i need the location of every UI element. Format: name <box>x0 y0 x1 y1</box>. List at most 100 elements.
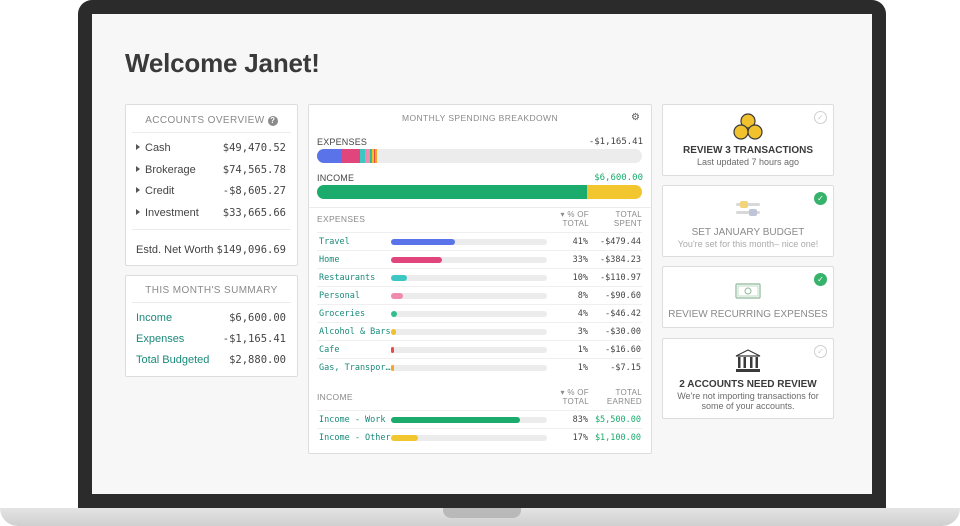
category-name[interactable]: Gas, Transpor… <box>319 363 391 373</box>
total-spent-column-header[interactable]: TOTAL SPENT <box>613 210 642 228</box>
divider <box>132 229 291 230</box>
category-bar-fill <box>391 329 396 335</box>
category-amount: -$384.23 <box>600 255 641 265</box>
accounts-overview-header: ACCOUNTS OVERVIEW ? <box>132 105 291 133</box>
category-name[interactable]: Alcohol & Bars <box>319 327 391 337</box>
expense-segment <box>365 149 370 163</box>
task-review-recurring[interactable]: ✓ REVIEW RECURRING EXPENSES <box>662 266 834 328</box>
category-percent: 3% <box>577 327 588 337</box>
expand-arrow-icon <box>136 209 140 215</box>
breakdown-row[interactable]: Alcohol & Bars 3% -$30.00 <box>317 322 642 340</box>
category-percent: 17% <box>572 433 588 443</box>
category-amount: -$30.00 <box>605 327 641 337</box>
task-title: REVIEW RECURRING EXPENSES <box>668 309 828 320</box>
category-name[interactable]: Home <box>319 255 340 265</box>
income-bar-amount: $6,600.00 <box>594 173 643 183</box>
breakdown-row[interactable]: Groceries 4% -$46.42 <box>317 304 642 322</box>
category-bar-track <box>391 257 547 263</box>
expenses-stacked-bar <box>317 149 642 163</box>
task-accounts-review[interactable]: ✓ 2 ACCOUNTS NEED REVIEW We're not impor… <box>662 338 834 419</box>
category-name[interactable]: Restaurants <box>319 273 376 283</box>
pct-column-header[interactable]: ▾ % OF TOTAL <box>560 210 589 228</box>
task-check-icon[interactable]: ✓ <box>814 111 827 124</box>
task-check-icon[interactable]: ✓ <box>814 345 827 358</box>
expand-arrow-icon <box>136 166 140 172</box>
category-name[interactable]: Income - Other <box>319 433 391 443</box>
category-percent: 10% <box>572 273 588 283</box>
category-amount: -$479.44 <box>600 237 641 247</box>
summary-title: THIS MONTH'S SUMMARY <box>132 276 291 303</box>
account-row-brokerage[interactable]: Brokerage $74,565.78 <box>136 164 286 178</box>
category-name[interactable]: Income - Work <box>319 415 386 425</box>
income-section-title: INCOME <box>317 392 353 402</box>
category-name[interactable]: Travel <box>319 237 350 247</box>
task-check-icon[interactable]: ✓ <box>814 273 827 286</box>
expense-segment <box>373 149 376 163</box>
task-title: 2 ACCOUNTS NEED REVIEW <box>679 379 817 390</box>
category-bar-fill <box>391 417 521 423</box>
category-percent: 41% <box>572 237 588 247</box>
category-percent: 8% <box>577 291 588 301</box>
task-check-icon[interactable]: ✓ <box>814 192 827 205</box>
account-row-credit[interactable]: Credit -$8,605.27 <box>136 185 286 199</box>
account-row-investment[interactable]: Investment $33,665.66 <box>136 207 286 221</box>
breakdown-row[interactable]: Income - Work 83% $5,500.00 <box>317 410 642 428</box>
breakdown-title: MONTHLY SPENDING BREAKDOWN <box>401 113 559 123</box>
category-amount: -$90.60 <box>605 291 641 301</box>
expense-segment <box>359 149 366 163</box>
category-percent: 1% <box>577 345 588 355</box>
category-bar-fill <box>391 275 407 281</box>
breakdown-row[interactable]: Cafe 1% -$16.60 <box>317 340 642 358</box>
pct-column-header[interactable]: ▾ % OF TOTAL <box>560 388 589 406</box>
category-name[interactable]: Cafe <box>319 345 340 355</box>
breakdown-row[interactable]: Restaurants 10% -$110.97 <box>317 268 642 286</box>
account-value: $74,565.78 <box>222 164 286 176</box>
category-bar-fill <box>391 435 418 441</box>
task-review-transactions[interactable]: ✓ REVIEW 3 TRANSACTIONS Last updated 7 h… <box>662 104 834 176</box>
summary-row-expenses[interactable]: Expenses -$1,165.41 <box>136 333 286 345</box>
breakdown-row[interactable]: Personal 8% -$90.60 <box>317 286 642 304</box>
category-bar-track <box>391 435 547 441</box>
summary-value: $6,600.00 <box>229 312 286 324</box>
account-value: $33,665.66 <box>222 207 286 219</box>
breakdown-row[interactable]: Gas, Transpor… 1% -$7.15 <box>317 358 642 376</box>
category-bar-track <box>391 311 547 317</box>
category-name[interactable]: Groceries <box>319 309 366 319</box>
banknote-icon <box>735 283 761 299</box>
task-subtitle: Last updated 7 hours ago <box>696 157 800 167</box>
expenses-section-title: EXPENSES <box>317 214 366 224</box>
breakdown-row[interactable]: Income - Other 17% $1,100.00 <box>317 428 642 446</box>
breakdown-row[interactable]: Home 33% -$384.23 <box>317 250 642 268</box>
category-bar-track <box>391 239 547 245</box>
category-percent: 1% <box>577 363 588 373</box>
summary-row-budgeted[interactable]: Total Budgeted $2,880.00 <box>136 354 286 366</box>
expense-segment <box>372 149 374 163</box>
expense-segment <box>340 149 360 163</box>
help-icon[interactable]: ? <box>267 116 278 126</box>
account-value: $49,470.52 <box>222 142 286 154</box>
account-label: Credit <box>145 185 175 197</box>
category-bar-fill <box>391 239 455 245</box>
account-label: Cash <box>145 142 171 154</box>
category-bar-track <box>391 417 547 423</box>
category-bar-track <box>391 293 547 299</box>
category-amount: $5,500.00 <box>594 415 641 425</box>
expand-arrow-icon <box>136 144 140 150</box>
gear-icon[interactable]: ⚙ <box>631 112 640 123</box>
account-label: Investment <box>145 207 199 219</box>
laptop-notch <box>443 508 521 518</box>
page-title: Welcome Janet! <box>125 48 320 78</box>
category-amount: -$46.42 <box>605 309 641 319</box>
category-name[interactable]: Personal <box>319 291 360 301</box>
summary-row-income[interactable]: Income $6,600.00 <box>136 312 286 324</box>
expense-segment <box>369 149 373 163</box>
expense-segment <box>317 149 341 163</box>
monthly-summary-card: THIS MONTH'S SUMMARY Income $6,600.00 Ex… <box>125 275 298 377</box>
income-stacked-bar <box>317 185 642 199</box>
breakdown-row[interactable]: Travel 41% -$479.44 <box>317 232 642 250</box>
task-subtitle: We're not importing transactions for som… <box>677 391 819 411</box>
total-earned-column-header[interactable]: TOTAL EARNED <box>606 388 642 406</box>
task-set-budget[interactable]: ✓ SET JANUARY BUDGET You're set for this… <box>662 185 834 257</box>
account-row-cash[interactable]: Cash $49,470.52 <box>136 142 286 156</box>
net-worth-value: $149,096.69 <box>216 244 286 256</box>
